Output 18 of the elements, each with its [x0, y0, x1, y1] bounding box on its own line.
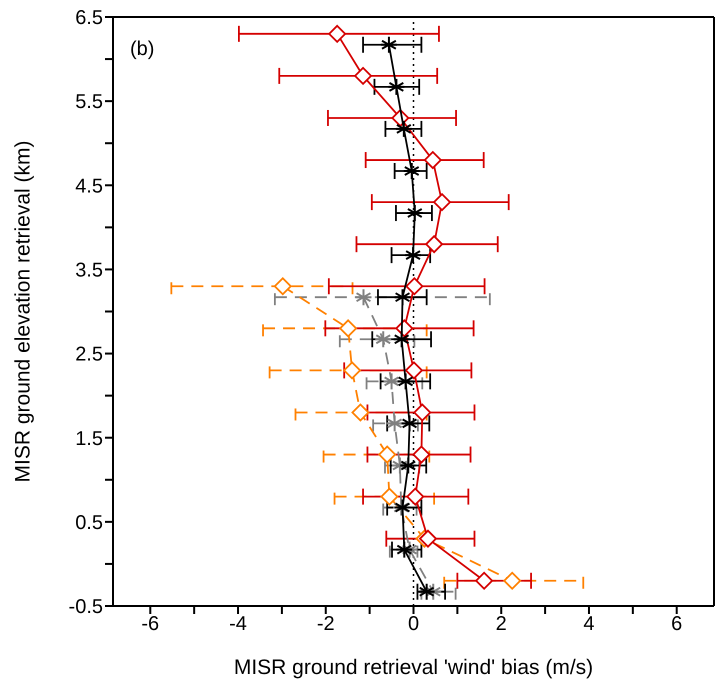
y-tick-label: 3.5 — [75, 260, 103, 282]
x-tick-label: -2 — [316, 613, 335, 636]
y-tick-label: 5.5 — [75, 91, 103, 114]
y-tick-label: -0.5 — [68, 596, 103, 618]
x-tick-label: 6 — [671, 613, 682, 636]
y-tick-label: 0.5 — [75, 512, 103, 534]
annotation: (b) — [130, 38, 154, 61]
y-tick-label: 6.5 — [75, 7, 103, 30]
y-tick-label: 2.5 — [75, 344, 103, 366]
x-tick-label: -6 — [141, 613, 160, 636]
x-tick-label: -4 — [229, 613, 247, 636]
x-tick-label: 2 — [496, 613, 507, 636]
y-tick-label: 4.5 — [75, 175, 103, 198]
y-axis-title: MISR ground elevation retrieval (km) — [11, 140, 34, 482]
x-axis-title: MISR ground retrieval 'wind' bias (m/s) — [234, 656, 594, 679]
x-tick-label: 4 — [583, 613, 595, 636]
x-tick-label: 0 — [408, 613, 420, 636]
y-tick-label: 1.5 — [75, 428, 103, 450]
